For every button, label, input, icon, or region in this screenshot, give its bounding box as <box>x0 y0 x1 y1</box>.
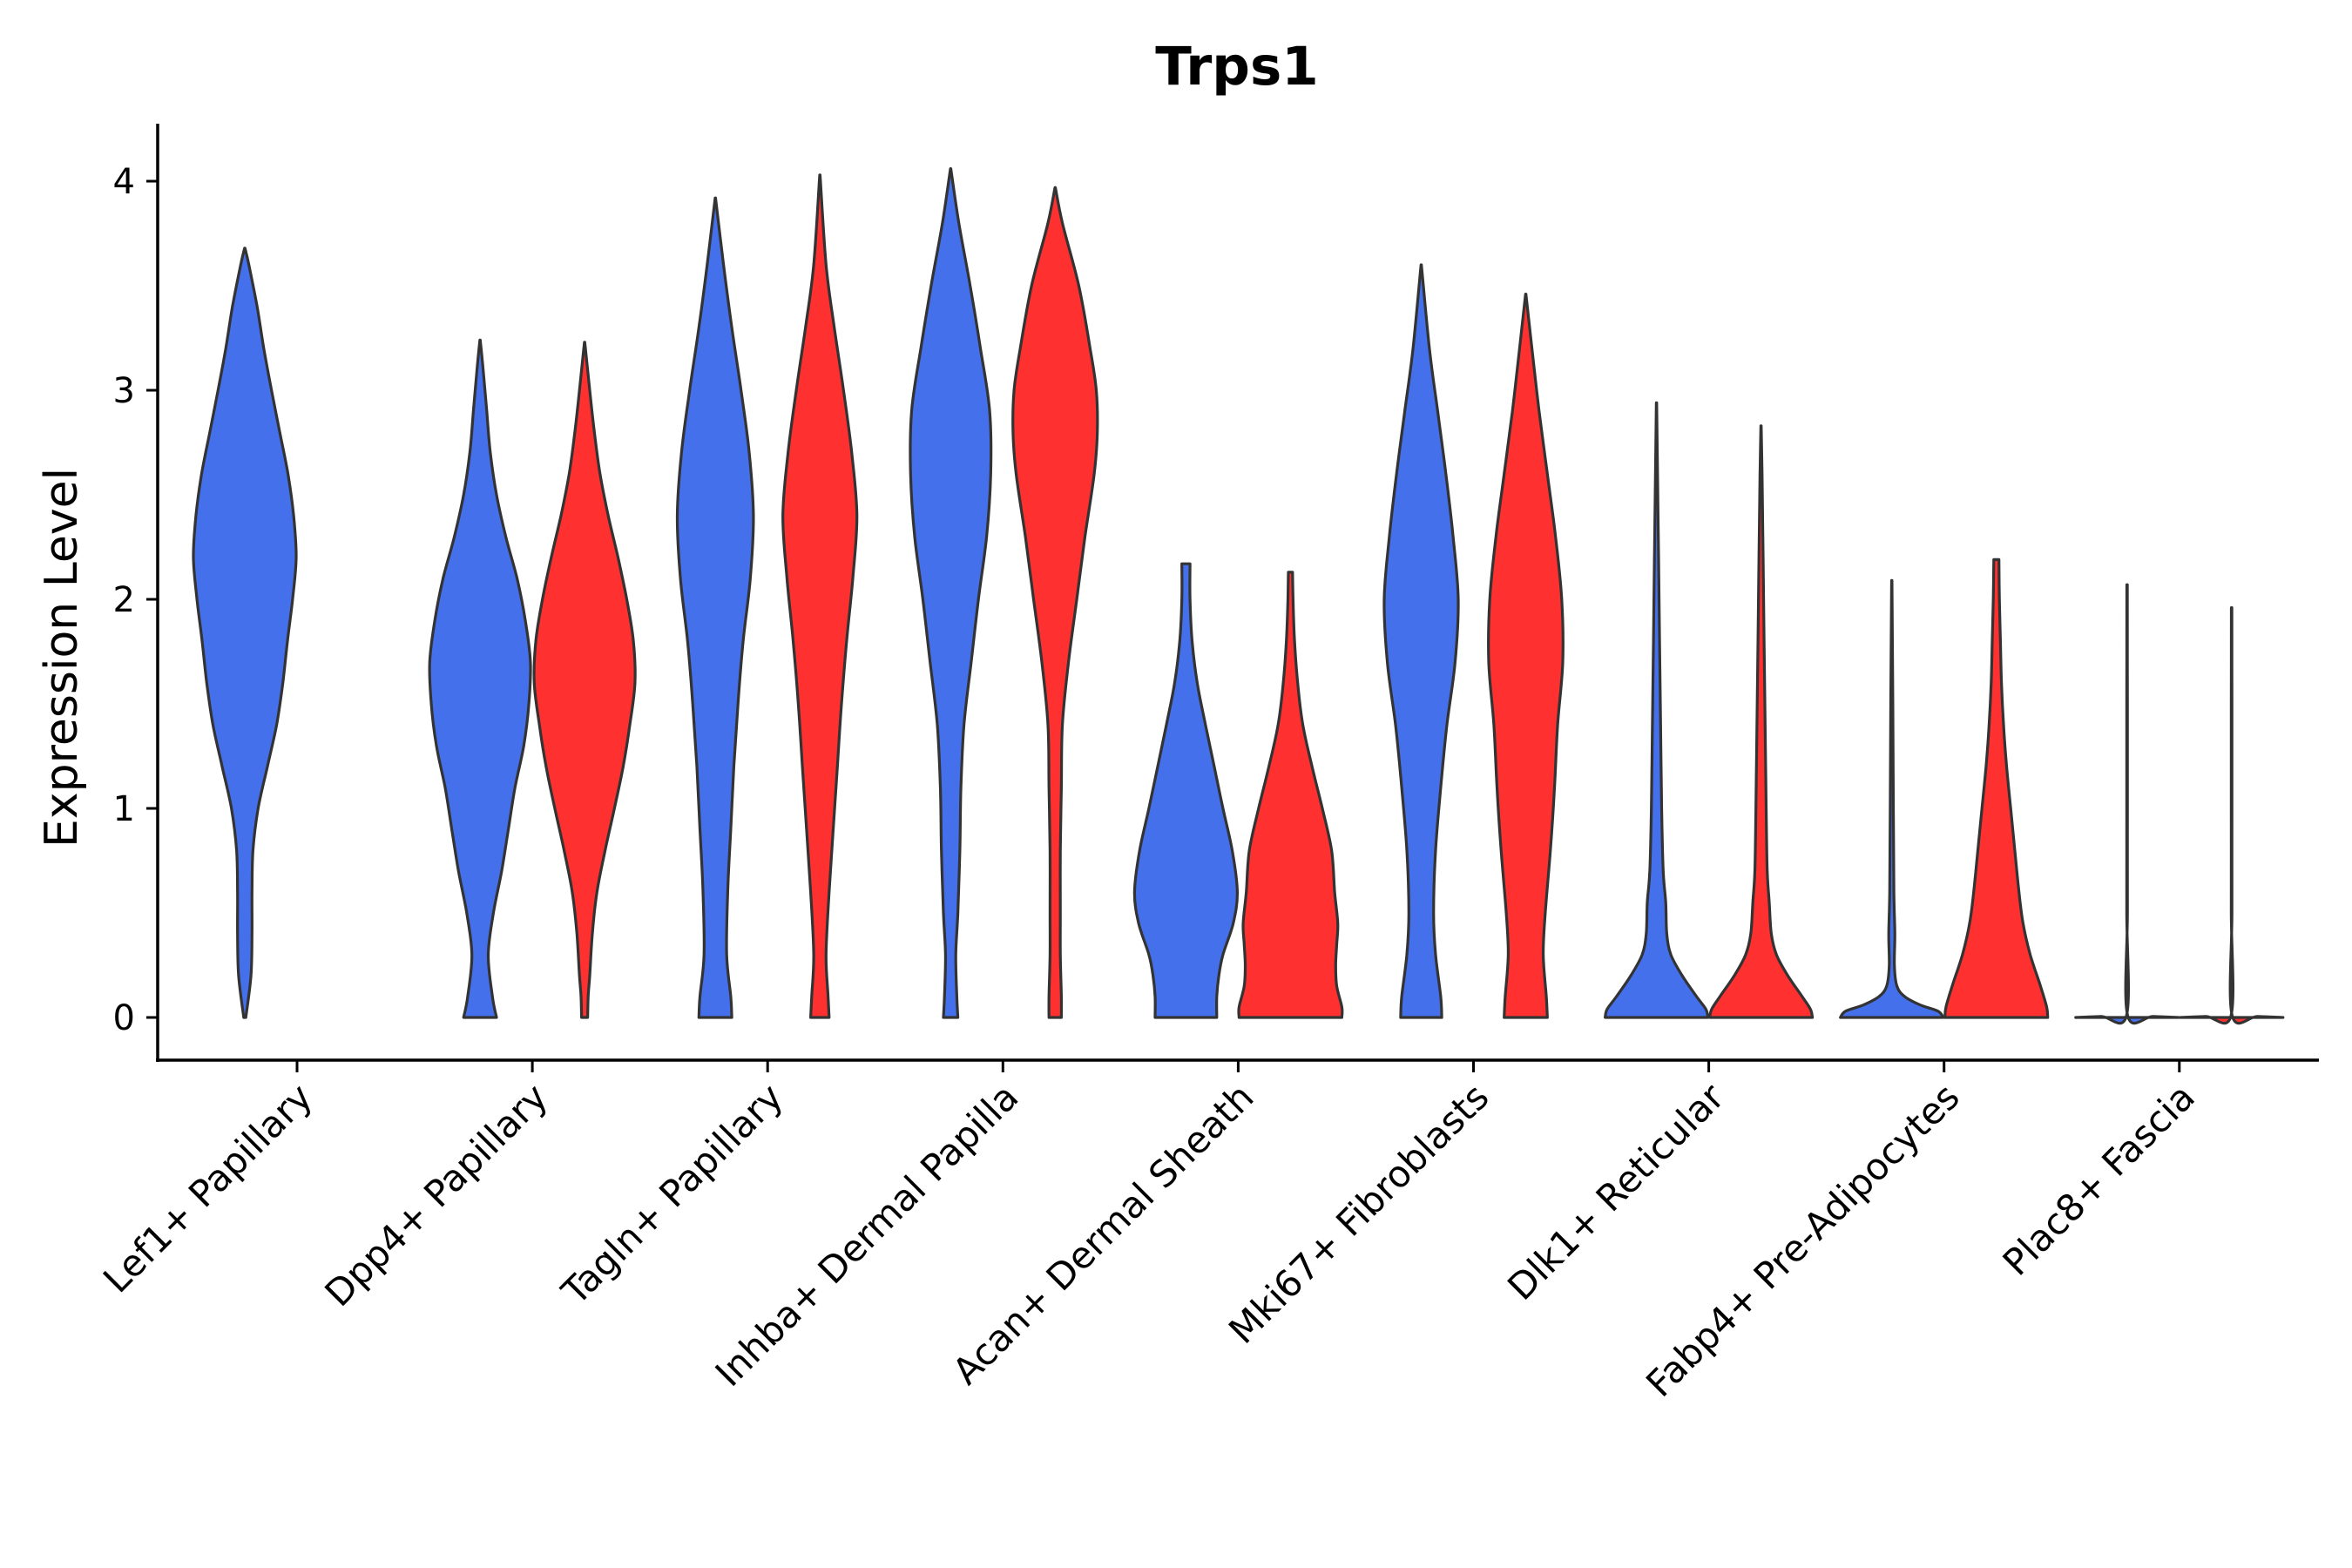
x-tick-label-3: Tagln+ Papillary <box>553 1075 791 1313</box>
violin-4-group1 <box>909 167 993 1019</box>
violin-7-group1 <box>1604 401 1710 1019</box>
x-tick-label-1: Lef1+ Papillary <box>95 1075 321 1301</box>
violin-3-group2 <box>781 173 859 1019</box>
x-tick-label-6: Mki67+ Fibroblasts <box>1220 1075 1497 1351</box>
violins-layer <box>192 167 2285 1025</box>
y-tick-label-4: 4 <box>113 162 135 202</box>
y-axis-label: Expression Level <box>36 468 88 848</box>
x-tick-label-7: Dlk1+ Reticular <box>1499 1075 1733 1308</box>
violin-7-group2 <box>1708 424 1815 1019</box>
violin-9-group1 <box>2074 583 2180 1025</box>
y-ticks: 0 1 2 3 4 <box>113 162 158 1038</box>
x-tick-label-2: Dpp4+ Papillary <box>316 1075 556 1315</box>
chart-title: Trps1 <box>1155 36 1318 98</box>
y-tick-label-1: 1 <box>113 789 135 829</box>
x-tick-label-9: Plac8+ Fascia <box>1995 1075 2203 1283</box>
violin-8-group2 <box>1943 558 2050 1019</box>
violin-8-group1 <box>1839 578 1945 1019</box>
y-tick-label-0: 0 <box>113 998 135 1038</box>
violin-6-group1 <box>1382 263 1460 1019</box>
violin-5-group2 <box>1237 571 1344 1019</box>
violin-4-group2 <box>1011 186 1099 1019</box>
y-tick-label-2: 2 <box>113 580 135 620</box>
y-tick-label-3: 3 <box>113 371 135 411</box>
violin-2-group1 <box>428 338 532 1019</box>
violin-1-group1 <box>192 247 298 1019</box>
violin-6-group2 <box>1487 293 1565 1019</box>
violin-9-group2 <box>2179 606 2285 1025</box>
violin-5-group1 <box>1132 562 1240 1019</box>
violin-2-group2 <box>532 341 637 1019</box>
violin-3-group1 <box>675 196 755 1019</box>
